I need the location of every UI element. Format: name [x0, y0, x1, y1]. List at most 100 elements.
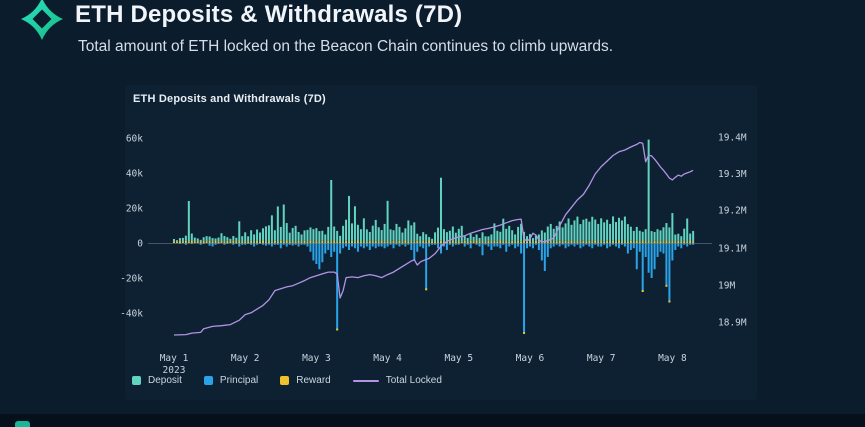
bar-principal [259, 243, 262, 244]
bar-deposit [588, 221, 591, 241]
bar-reward [196, 241, 199, 243]
bar-principal [454, 243, 457, 245]
bar-principal [534, 243, 537, 245]
left-axis-tick-label: 0 [137, 239, 143, 250]
bar-reward [451, 240, 454, 243]
bar-deposit [223, 236, 226, 242]
legend-label: Reward [296, 375, 331, 386]
bar-reward [626, 241, 629, 243]
bar-principal [282, 243, 285, 245]
bar-deposit [273, 230, 276, 241]
bar-principal [517, 243, 520, 247]
bar-deposit [680, 236, 683, 242]
chart-plot-area[interactable]: 60k 40k 20k 0 -20k -40k 19.4M 19.3M 19.2M 19.1M 19… [120, 85, 757, 400]
bar-deposit [285, 223, 288, 241]
bar-reward [374, 240, 377, 243]
bar-deposit [211, 238, 214, 242]
bar-deposit [635, 226, 638, 241]
bar-principal [466, 243, 469, 245]
bar-deposit [469, 233, 472, 241]
bar-reward [389, 241, 392, 243]
bar-deposit [294, 225, 297, 242]
bar-principal [680, 243, 683, 249]
bar-deposit [612, 216, 615, 241]
bar-deposit [463, 235, 466, 241]
bar-reward [680, 241, 683, 243]
bar-reward [609, 241, 612, 243]
bar-principal [457, 243, 460, 245]
left-axis-tick-label: -40k [120, 309, 143, 320]
bar-reward [267, 241, 270, 243]
bar-principal [484, 243, 487, 245]
partial-logo-icon [15, 421, 30, 427]
bar-reward [309, 240, 312, 243]
bar-deposit [333, 226, 336, 241]
bar-principal [223, 243, 226, 245]
bar-principal [582, 243, 585, 247]
bar-deposit [368, 231, 371, 241]
legend-square-swatch [280, 376, 290, 385]
legend-item-deposit[interactable]: Deposit [132, 375, 182, 386]
bar-reward [362, 241, 365, 243]
bar-reward [294, 241, 297, 243]
x-axis-year-label: 2023 [163, 365, 186, 376]
bar-reward [606, 240, 609, 243]
x-axis-tick-label: May 4 [373, 353, 402, 364]
bar-principal [511, 243, 514, 245]
bar-principal [540, 243, 543, 261]
bar-principal [395, 243, 398, 245]
bar-reward [531, 241, 534, 243]
bar-deposit [175, 240, 178, 242]
bar-deposit [235, 237, 238, 242]
bar-principal [428, 243, 431, 247]
legend-item-principal[interactable]: Principal [203, 375, 258, 386]
bar-deposit [181, 237, 184, 242]
bar-deposit [220, 233, 223, 242]
bar-reward [217, 241, 220, 243]
legend-item-total-locked[interactable]: Total Locked [352, 375, 442, 386]
bar-deposit [261, 228, 264, 241]
bar-reward [256, 240, 259, 243]
bar-deposit [226, 237, 229, 241]
bar-reward [324, 241, 327, 243]
right-axis-tick-label: 18.9M [718, 318, 747, 329]
bar-principal [635, 243, 638, 270]
bar-deposit [306, 229, 309, 242]
bar-deposit [585, 218, 588, 242]
bar-principal [276, 243, 279, 245]
bar-reward [481, 241, 484, 243]
bar-deposit [374, 219, 377, 241]
bar-deposit [270, 215, 273, 242]
bar-reward [623, 241, 626, 243]
bar-reward [591, 241, 594, 243]
bar-deposit [460, 225, 463, 242]
bar-principal [656, 243, 659, 257]
bar-principal [481, 243, 484, 256]
bar-reward [585, 241, 588, 243]
bar-deposit [499, 231, 502, 241]
left-axis-tick-label: 60k [126, 134, 143, 145]
bar-deposit [597, 223, 600, 242]
bar-reward [425, 241, 428, 243]
bar-reward [692, 241, 695, 243]
bar-deposit [638, 230, 641, 242]
bar-reward [285, 240, 288, 243]
bar-deposit [247, 236, 250, 242]
bar-deposit [244, 232, 247, 242]
legend-item-reward[interactable]: Reward [280, 375, 331, 386]
bar-deposit [543, 232, 546, 242]
bar-reward [253, 241, 256, 243]
bar-reward [454, 241, 457, 243]
bar-reward [615, 241, 618, 243]
bar-reward [665, 240, 668, 243]
bar-reward [674, 241, 677, 243]
bar-deposit [264, 226, 267, 242]
bar-principal [273, 243, 276, 245]
bar-deposit [552, 228, 555, 242]
bar-reward [463, 240, 466, 243]
bar-principal [217, 243, 220, 244]
chart-legend: Deposit Principal Reward Total Locked [132, 375, 442, 386]
bar-deposit [644, 229, 647, 242]
legend-line-swatch [352, 379, 379, 382]
bar-deposit [282, 204, 285, 242]
